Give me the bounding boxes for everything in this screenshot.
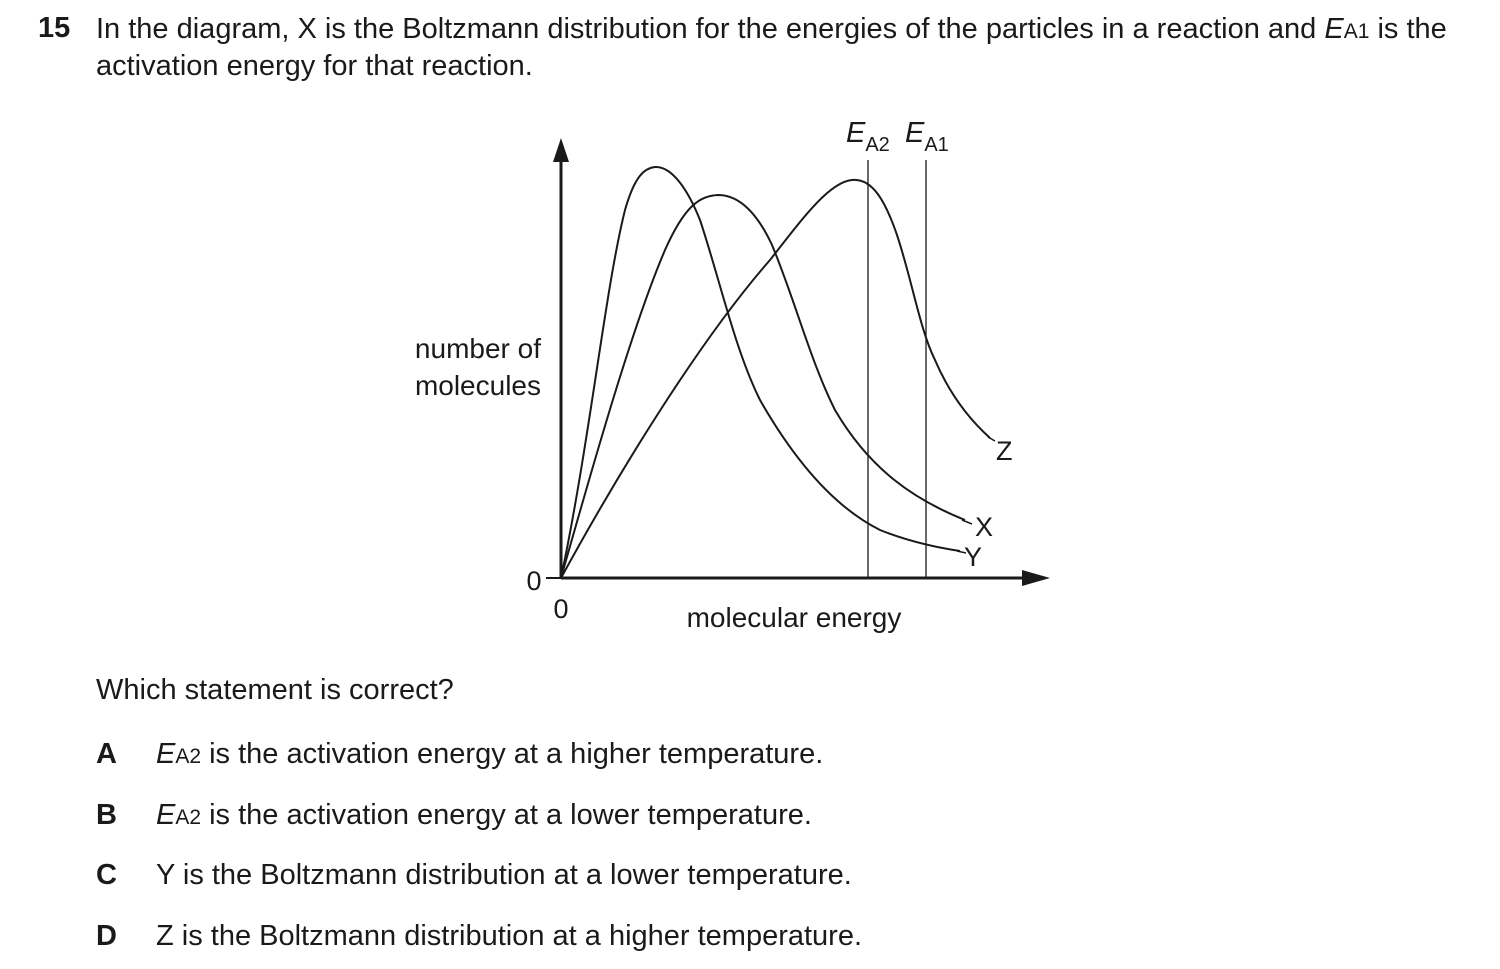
ea1-label: EA1 bbox=[905, 117, 949, 156]
option-c-letter: C bbox=[96, 859, 117, 891]
ea1-symbol: E bbox=[905, 117, 925, 149]
y-origin-label: 0 bbox=[526, 566, 541, 596]
y-axis-arrowhead bbox=[553, 138, 569, 162]
stem-ea1-subscript: A1 bbox=[1343, 20, 1370, 43]
option-a-body: is the activation energy at a higher tem… bbox=[201, 738, 824, 770]
curve-z-leader bbox=[987, 436, 996, 442]
y-axis-label-line1: number of bbox=[415, 333, 541, 364]
ea2-symbol: E bbox=[846, 117, 866, 149]
option-a-letter: A bbox=[96, 738, 117, 770]
ea2-label: EA2 bbox=[846, 117, 890, 156]
option-b-subscript: A2 bbox=[175, 806, 202, 829]
x-axis-arrowhead bbox=[1022, 570, 1050, 586]
stem-text-1: In the diagram, X is the Boltzmann distr… bbox=[96, 13, 1325, 45]
curve-y-leader bbox=[956, 550, 967, 554]
question-prompt: Which statement is correct? bbox=[96, 674, 454, 706]
stem-ea1-symbol: E bbox=[1324, 13, 1344, 45]
option-b-letter: B bbox=[96, 799, 117, 831]
x-axis-label: molecular energy bbox=[687, 602, 902, 633]
curve-z bbox=[560, 178, 991, 579]
ea1-subscript: A1 bbox=[924, 134, 948, 156]
curve-x bbox=[560, 193, 966, 579]
option-a-symbol: E bbox=[156, 738, 176, 770]
curve-x-label: X bbox=[975, 512, 993, 542]
y-axis-label-line2: molecules bbox=[415, 370, 541, 401]
stem-text-2: is the activation energy for that reacti… bbox=[96, 13, 1447, 82]
option-b-text: EA2 is the activation energy at a lower … bbox=[156, 799, 812, 832]
curve-y bbox=[560, 165, 961, 579]
option-d-letter: D bbox=[96, 920, 117, 952]
option-b-symbol: E bbox=[156, 799, 176, 831]
option-a-subscript: A2 bbox=[175, 745, 202, 768]
option-b-body: is the activation energy at a lower temp… bbox=[201, 799, 812, 831]
option-a-text: EA2 is the activation energy at a higher… bbox=[156, 738, 823, 771]
option-d-text: Z is the Boltzmann distribution at a hig… bbox=[156, 920, 863, 952]
x-origin-label: 0 bbox=[553, 594, 568, 624]
question-number: 15 bbox=[38, 12, 71, 44]
curve-z-label: Z bbox=[996, 436, 1013, 466]
curve-y-label: Y bbox=[964, 542, 982, 572]
ea2-subscript: A2 bbox=[865, 134, 889, 156]
option-c-text: Y is the Boltzmann distribution at a low… bbox=[156, 859, 852, 891]
curve-x-leader bbox=[961, 519, 973, 525]
question-stem: In the diagram, X is the Boltzmann distr… bbox=[96, 12, 1466, 84]
